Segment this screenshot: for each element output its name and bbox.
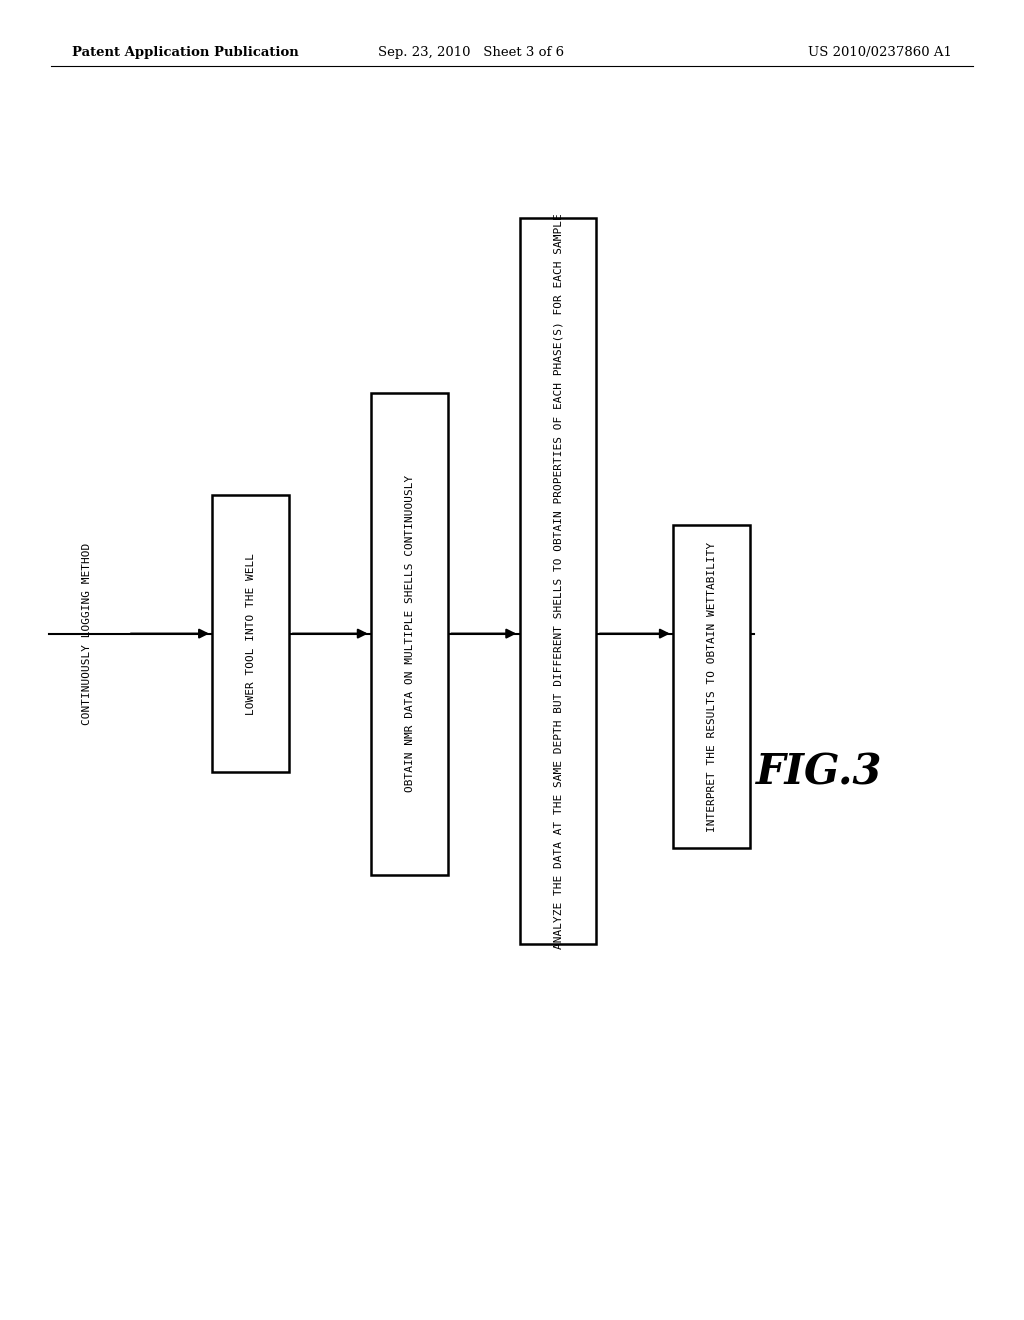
Text: US 2010/0237860 A1: US 2010/0237860 A1 bbox=[808, 46, 952, 59]
Bar bbox=[372, 393, 449, 874]
Text: Sep. 23, 2010   Sheet 3 of 6: Sep. 23, 2010 Sheet 3 of 6 bbox=[378, 46, 564, 59]
Bar bbox=[213, 495, 289, 772]
Text: CONTINUOUSLY LOGGING METHOD: CONTINUOUSLY LOGGING METHOD bbox=[82, 543, 92, 725]
Text: ANALYZE THE DATA AT THE SAME DEPTH BUT DIFFERENT SHELLS TO OBTAIN PROPERTIES OF : ANALYZE THE DATA AT THE SAME DEPTH BUT D… bbox=[553, 213, 563, 949]
Bar bbox=[520, 218, 596, 944]
Text: LOWER TOOL INTO THE WELL: LOWER TOOL INTO THE WELL bbox=[246, 553, 256, 714]
Text: INTERPRET THE RESULTS TO OBTAIN WETTABILITY: INTERPRET THE RESULTS TO OBTAIN WETTABIL… bbox=[707, 541, 717, 832]
Bar bbox=[674, 525, 750, 847]
Text: OBTAIN NMR DATA ON MULTIPLE SHELLS CONTINUOUSLY: OBTAIN NMR DATA ON MULTIPLE SHELLS CONTI… bbox=[404, 475, 415, 792]
Text: FIG.3: FIG.3 bbox=[756, 751, 883, 793]
Text: Patent Application Publication: Patent Application Publication bbox=[72, 46, 298, 59]
